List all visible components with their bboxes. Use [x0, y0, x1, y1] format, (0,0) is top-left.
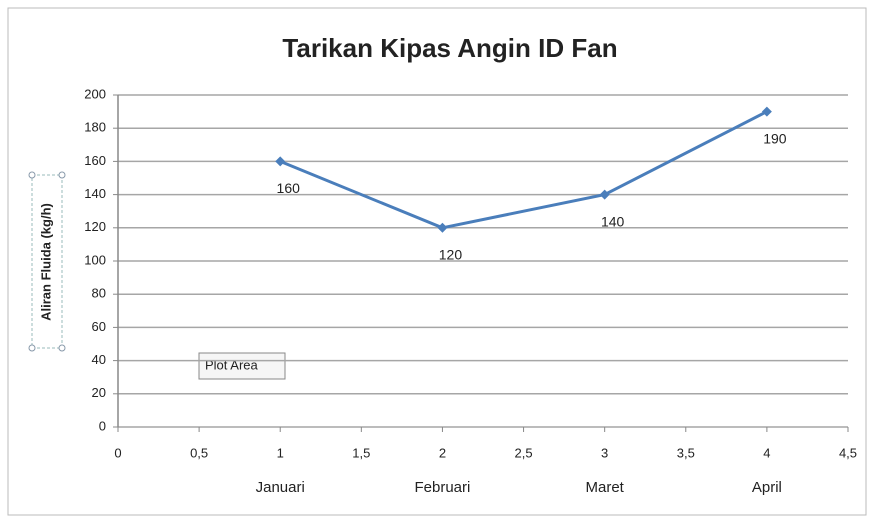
- y-tick-label: 160: [84, 153, 106, 168]
- category-label: Maret: [585, 479, 624, 496]
- marker: [599, 189, 610, 200]
- x-tick-label: 4,5: [839, 445, 857, 460]
- y-tick-label: 180: [84, 120, 106, 135]
- y-tick-label: 20: [92, 385, 106, 400]
- category-label: Januari: [256, 479, 305, 496]
- y-tick-label: 100: [84, 252, 106, 267]
- x-tick-label: 2: [439, 445, 446, 460]
- y-tick-label: 140: [84, 186, 106, 201]
- handle: [28, 171, 36, 179]
- axis-title-selection: [28, 171, 66, 352]
- x-tick-label: 0: [114, 445, 121, 460]
- y-tick-label: 80: [92, 286, 106, 301]
- handle: [58, 171, 66, 179]
- marker: [761, 106, 772, 117]
- handle: [58, 344, 66, 352]
- data-label: 190: [763, 130, 787, 146]
- y-axis-title: Aliran Fluida (kg/h): [38, 203, 53, 321]
- tooltip-text: Plot Area: [205, 357, 259, 372]
- selection-box: [31, 174, 63, 349]
- y-tick-label: 40: [92, 352, 106, 367]
- marker: [437, 222, 448, 233]
- data-label: 140: [601, 213, 625, 229]
- x-tick-label: 4: [763, 445, 770, 460]
- category-label: Februari: [415, 479, 471, 496]
- y-tick-label: 60: [92, 319, 106, 334]
- y-tick-label: 200: [84, 86, 106, 101]
- data-label: 160: [277, 180, 301, 196]
- x-tick-label: 2,5: [515, 445, 533, 460]
- x-tick-label: 1,5: [352, 445, 370, 460]
- tooltip: Plot Area: [198, 352, 286, 380]
- y-tick-label: 0: [99, 418, 106, 433]
- tooltip-box: [198, 352, 286, 380]
- series-line: [279, 110, 768, 230]
- x-tick-label: 3: [601, 445, 608, 460]
- chart-title: Tarikan Kipas Angin ID Fan: [282, 33, 617, 63]
- x-tick-label: 1: [277, 445, 284, 460]
- marker: [275, 156, 286, 167]
- data-label: 120: [439, 247, 463, 263]
- y-tick-label: 120: [84, 219, 106, 234]
- handle: [28, 344, 36, 352]
- category-label: April: [752, 479, 782, 496]
- x-tick-label: 3,5: [677, 445, 695, 460]
- x-tick-label: 0,5: [190, 445, 208, 460]
